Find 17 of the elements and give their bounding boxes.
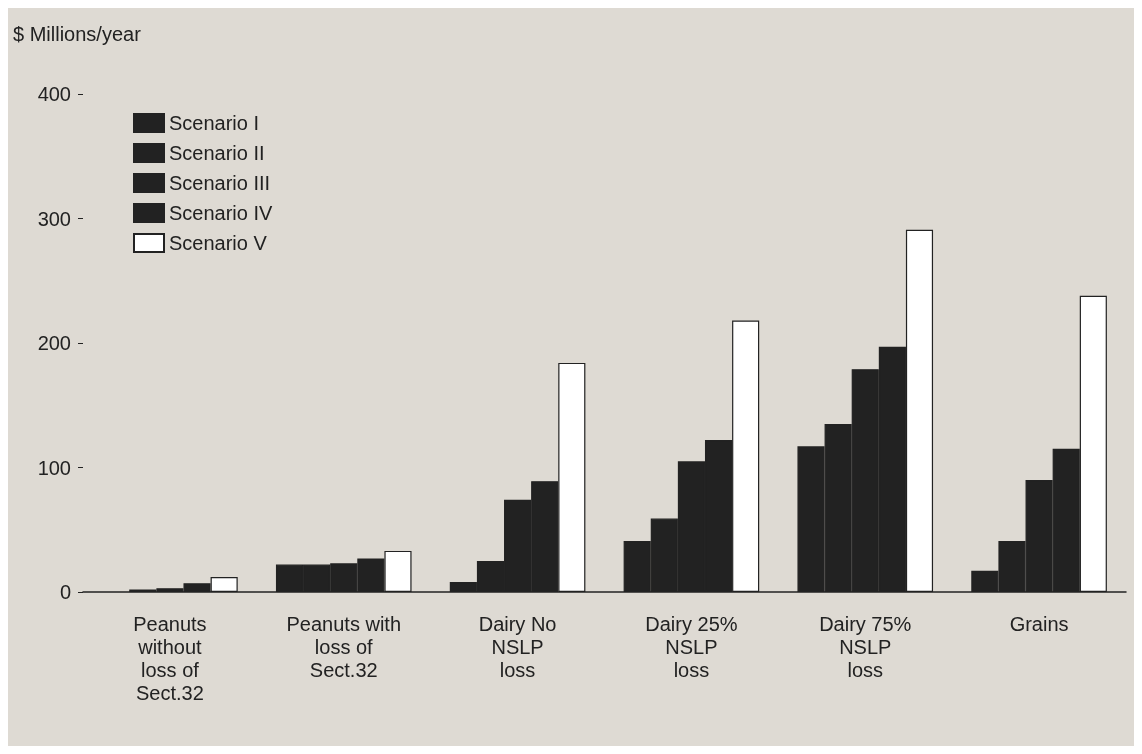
legend-label: Scenario V	[169, 232, 268, 254]
legend-label: Scenario II	[169, 142, 265, 164]
x-tick-label: Dairy 25% NSLP loss	[645, 612, 738, 681]
legend-label: Scenario IV	[169, 202, 274, 224]
x-tick-label: Peanuts with loss of Sect.32	[286, 612, 402, 681]
y-tick-label: 300	[37, 207, 71, 230]
legend-label: Scenario I	[169, 112, 260, 134]
y-tick-label: 200	[37, 332, 71, 354]
y-tick-label: 100	[37, 456, 71, 479]
y-axis-title: $ Millions/year	[13, 23, 142, 45]
y-tick-label: 400	[37, 83, 71, 105]
x-tick-label: Grains	[1009, 612, 1069, 635]
x-tick-label: Peanuts without loss of Sect.32	[133, 612, 207, 704]
legend-label: Scenario III	[169, 172, 271, 194]
y-tick-label: 0	[59, 581, 71, 603]
x-tick-label: Dairy 75% NSLP loss	[819, 612, 912, 681]
x-tick-label: Dairy No NSLP loss	[478, 612, 557, 681]
